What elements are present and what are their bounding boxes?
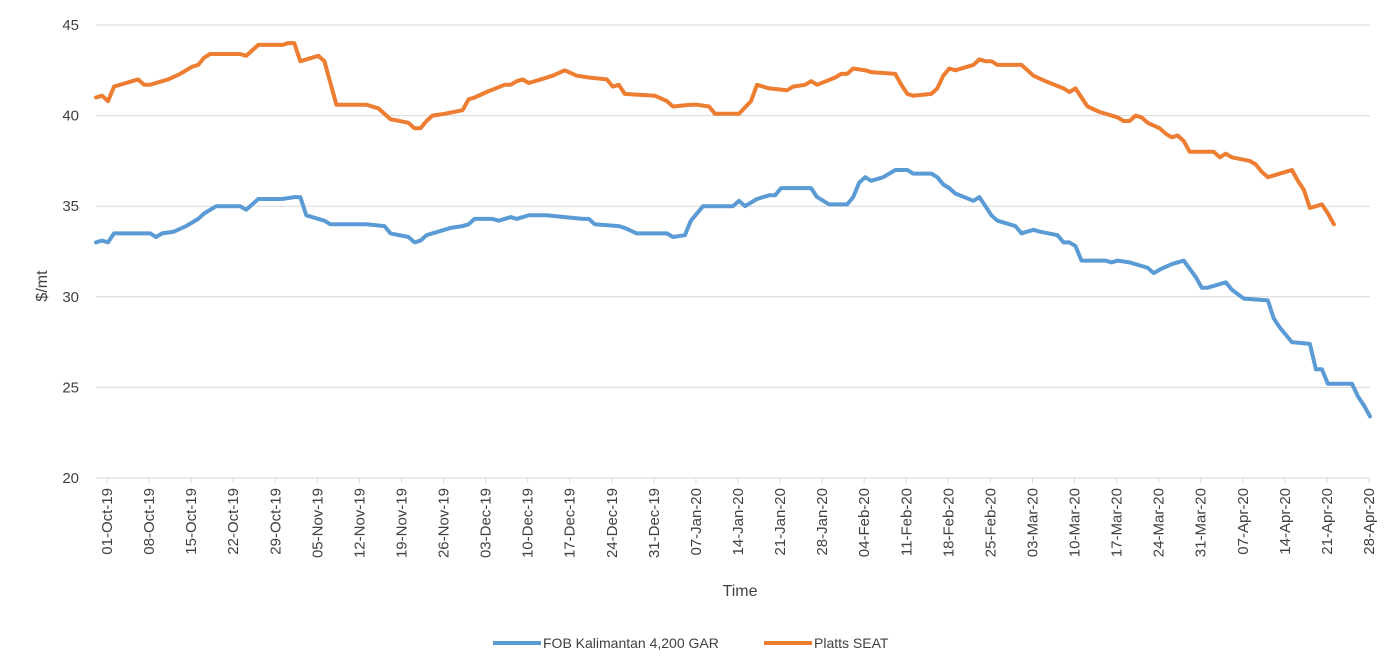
x-tick-label: 26-Nov-19 [436, 488, 453, 558]
x-tick-label: 12-Nov-19 [351, 488, 368, 558]
y-tick-label: 30 [62, 289, 79, 306]
x-tick-label: 25-Feb-20 [982, 488, 999, 557]
x-tick-label: 10-Dec-19 [520, 488, 537, 558]
x-axis-tick-labels: 01-Oct-19 08-Oct-19 15-Oct-19 22-Oct-19 29-O… [99, 478, 1378, 558]
x-tick-label: 31-Mar-20 [1193, 488, 1210, 557]
x-tick-label: 17-Dec-19 [562, 488, 579, 558]
x-tick-label: 18-Feb-20 [940, 488, 957, 557]
x-tick-label: 04-Feb-20 [856, 488, 873, 557]
y-tick-label: 45 [62, 17, 79, 34]
x-tick-label: 01-Oct-19 [99, 488, 116, 555]
series-line-1 [94, 41, 1336, 227]
y-axis-tick-labels: 20 25 30 35 40 45 [62, 17, 79, 487]
x-tick-label: 21-Jan-20 [772, 488, 789, 556]
x-tick-label: 29-Oct-19 [267, 488, 284, 555]
x-tick-label: 03-Mar-20 [1024, 488, 1041, 557]
x-tick-label: 21-Apr-20 [1319, 488, 1336, 555]
x-tick-label: 14-Jan-20 [730, 488, 747, 556]
y-axis-title: $/mt [34, 270, 51, 302]
series-lines [94, 41, 1372, 419]
series-line-0 [94, 168, 1372, 419]
legend: FOB Kalimantan 4,200 GAR Platts SEAT [493, 635, 889, 651]
y-tick-label: 35 [62, 198, 79, 215]
x-tick-label: 15-Oct-19 [183, 488, 200, 555]
y-tick-label: 25 [62, 379, 79, 396]
y-tick-label: 20 [62, 470, 79, 487]
legend-label: Platts SEAT [814, 635, 889, 651]
x-tick-label: 24-Mar-20 [1151, 488, 1168, 557]
x-tick-label: 22-Oct-19 [225, 488, 242, 555]
x-tick-label: 17-Mar-20 [1109, 488, 1126, 557]
x-tick-label: 31-Dec-19 [646, 488, 663, 558]
x-axis-title: Time [723, 583, 758, 600]
x-tick-label: 28-Jan-20 [814, 488, 831, 556]
x-tick-label: 05-Nov-19 [309, 488, 326, 558]
x-tick-label: 07-Jan-20 [688, 488, 705, 556]
y-tick-label: 40 [62, 108, 79, 125]
x-tick-label: 24-Dec-19 [604, 488, 621, 558]
x-tick-label: 07-Apr-20 [1235, 488, 1252, 555]
x-tick-label: 14-Apr-20 [1277, 488, 1294, 555]
legend-label: FOB Kalimantan 4,200 GAR [543, 635, 719, 651]
x-tick-label: 03-Dec-19 [478, 488, 495, 558]
x-tick-label: 10-Mar-20 [1067, 488, 1084, 557]
x-tick-label: 28-Apr-20 [1361, 488, 1378, 555]
x-tick-label: 19-Nov-19 [393, 488, 410, 558]
x-tick-label: 11-Feb-20 [898, 488, 915, 556]
x-tick-label: 08-Oct-19 [141, 488, 158, 555]
